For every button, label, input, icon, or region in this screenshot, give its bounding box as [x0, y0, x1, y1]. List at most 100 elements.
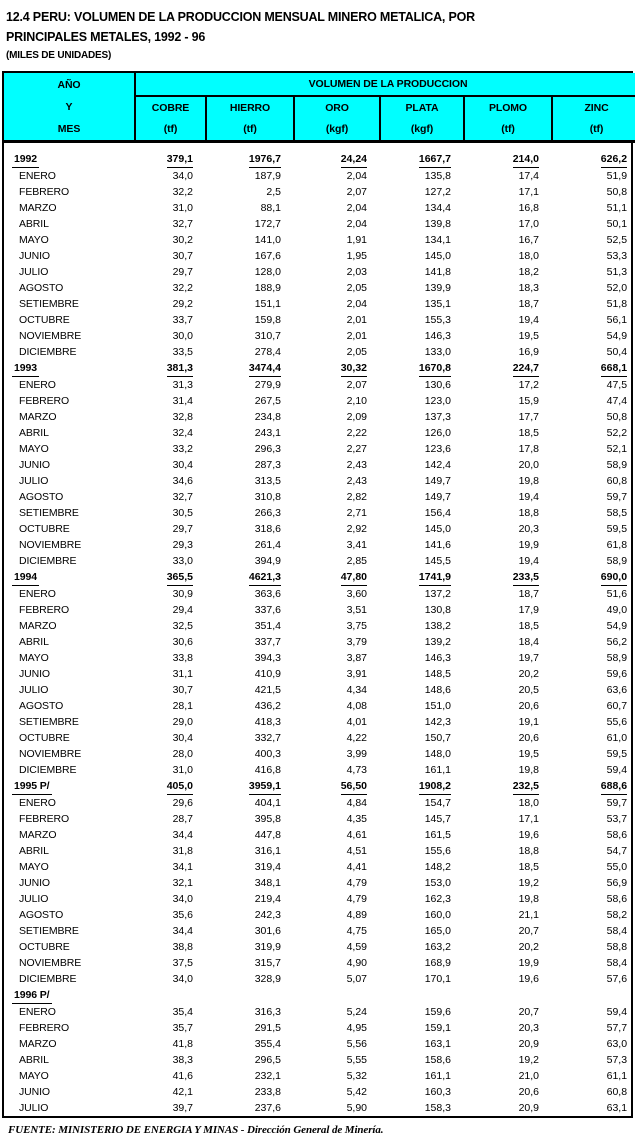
- cell-value: 158,6: [424, 1054, 451, 1066]
- cell-value: 5,90: [346, 1102, 367, 1114]
- row-label-month: OCTUBRE: [19, 941, 70, 953]
- row-label-year: 1995 P/: [4, 778, 135, 795]
- row-label-month: OCTUBRE: [19, 523, 70, 535]
- cell-value: 233,5: [464, 569, 552, 586]
- cell-value: 31,0: [172, 764, 193, 776]
- year-total-value: 224,7: [512, 360, 539, 377]
- table-row: JUNIO 42,1 233,8 5,42 160,3 20,6 60,8: [4, 1084, 635, 1100]
- cell-value: 29,6: [172, 797, 193, 809]
- cell-value: 126,0: [424, 427, 451, 439]
- cell-value: 3,41: [346, 539, 367, 551]
- row-label-month: JUNIO: [19, 668, 51, 680]
- cell-value: 30,32: [294, 360, 380, 377]
- cell-value: 5,55: [346, 1054, 367, 1066]
- cell-value: 148,0: [424, 748, 451, 760]
- cell-value: 291,5: [254, 1022, 281, 1034]
- cell-value: 53,7: [606, 813, 628, 825]
- cell-value: 19,5: [518, 330, 539, 342]
- cell-value: 332,7: [254, 732, 281, 744]
- row-label-month: DICIEMBRE: [19, 973, 77, 985]
- table-row: AGOSTO 28,1 436,2 4,08 151,0 20,6 60,7: [4, 698, 635, 714]
- cell-value: 130,6: [424, 379, 451, 391]
- cell-value: 32,4: [172, 427, 193, 439]
- year-total-value: 668,1: [600, 360, 628, 377]
- cell-value: 279,9: [254, 379, 281, 391]
- cell-value: 18,7: [518, 298, 539, 310]
- cell-value: 626,2: [552, 151, 635, 168]
- cell-value: 3,51: [346, 604, 367, 616]
- cell-value: 3,87: [346, 652, 367, 664]
- row-label-month: JUNIO: [19, 877, 51, 889]
- year-label-text: 1995 P/: [12, 778, 52, 795]
- cell-value: 21,1: [518, 909, 539, 921]
- row-label-month: NOVIEMBRE: [19, 539, 82, 551]
- cell-value: 3,75: [346, 620, 367, 632]
- cell-value: 310,7: [254, 330, 281, 342]
- row-label-month: OCTUBRE: [19, 732, 70, 744]
- cell-value: 296,3: [254, 443, 281, 455]
- table-body: 1992 379,1 1976,7 24,24 1667,7 214,0 626,2 ENER…: [4, 142, 635, 1117]
- table-row: MAYO 33,8 394,3 3,87 146,3 19,7 58,9: [4, 650, 635, 666]
- cell-value: 168,9: [424, 957, 451, 969]
- row-label-month: NOVIEMBRE: [19, 748, 82, 760]
- row-label-month: MARZO: [19, 1038, 57, 1050]
- year-total-value: 1976,7: [248, 151, 281, 168]
- table-row: AGOSTO 32,7 310,8 2,82 149,7 19,4 59,7: [4, 489, 635, 505]
- table-row: FEBRERO 29,4 337,6 3,51 130,8 17,9 49,0: [4, 602, 635, 618]
- cell-value: 1908,2: [380, 778, 464, 795]
- cell-value: 4,01: [346, 716, 367, 728]
- cell-value: 2,92: [346, 523, 367, 535]
- cell-value: 30,6: [172, 636, 193, 648]
- cell-value: 139,2: [424, 636, 451, 648]
- cell-value: 161,5: [424, 829, 451, 841]
- cell-value: 5,24: [346, 1006, 367, 1018]
- cell-value: 19,4: [518, 555, 539, 567]
- cell-value: 51,6: [606, 588, 628, 600]
- row-label-month: FEBRERO: [19, 604, 70, 616]
- cell-value: 4,79: [346, 893, 367, 905]
- table-row-year: 1995 P/405,0 3959,1 56,50 1908,2 232,5 688,6: [4, 778, 635, 795]
- cell-value: 19,9: [518, 539, 539, 551]
- cell-value: 20,9: [518, 1038, 539, 1050]
- cell-value: 33,8: [172, 652, 193, 664]
- cell-value: 405,0: [135, 778, 206, 795]
- header-metal-hierro: HIERRO: [205, 96, 294, 118]
- cell-value: 135,8: [424, 170, 451, 182]
- page-title-line-2: PRINCIPALES METALES, 1992 - 96: [6, 30, 206, 44]
- units-subtitle: (MILES DE UNIDADES): [6, 50, 112, 61]
- table-row: FEBRERO 35,7 291,5 4,95 159,1 20,3 57,7: [4, 1020, 635, 1036]
- cell-value: 145,0: [424, 250, 451, 262]
- cell-value: 2,5: [266, 186, 281, 198]
- year-label-text: 1992: [12, 151, 39, 168]
- cell-value: 4,90: [346, 957, 367, 969]
- cell-value: 47,80: [294, 569, 380, 586]
- cell-value: 2,22: [346, 427, 367, 439]
- cell-value: 1667,7: [380, 151, 464, 168]
- header-metal-plomo: PLOMO: [463, 96, 552, 118]
- table-row: SETIEMBRE 34,4 301,6 4,75 165,0 20,7 58,4: [4, 923, 635, 939]
- cell-value: 172,7: [254, 218, 281, 230]
- year-total-value: 3474,4: [248, 360, 281, 377]
- cell-value: 267,5: [254, 395, 281, 407]
- cell-value: 127,2: [424, 186, 451, 198]
- header-unit-oro: (kgf): [293, 118, 380, 143]
- cell-value: 19,4: [518, 491, 539, 503]
- table-row: JUNIO 30,4 287,3 2,43 142,4 20,0 58,9: [4, 457, 635, 473]
- cell-value: 1670,8: [380, 360, 464, 377]
- cell-value: 148,6: [424, 684, 451, 696]
- year-total-value: 30,32: [340, 360, 367, 377]
- cell-value: [206, 987, 294, 1004]
- year-total-value: 56,50: [340, 778, 367, 795]
- cell-value: 348,1: [254, 877, 281, 889]
- table-row: MAYO 41,6 232,1 5,32 161,1 21,0 61,1: [4, 1068, 635, 1084]
- cell-value: 153,0: [424, 877, 451, 889]
- cell-value: 416,8: [254, 764, 281, 776]
- row-label-month: MARZO: [19, 202, 57, 214]
- header-metal-plata: PLATA: [379, 96, 464, 118]
- cell-value: 154,7: [424, 797, 451, 809]
- table-row: MARZO 32,8 234,8 2,09 137,3 17,7 50,8: [4, 409, 635, 425]
- cell-value: 51,3: [606, 266, 628, 278]
- cell-value: 31,0: [172, 202, 193, 214]
- cell-value: 2,04: [346, 218, 367, 230]
- year-total-value: 1908,2: [418, 778, 451, 795]
